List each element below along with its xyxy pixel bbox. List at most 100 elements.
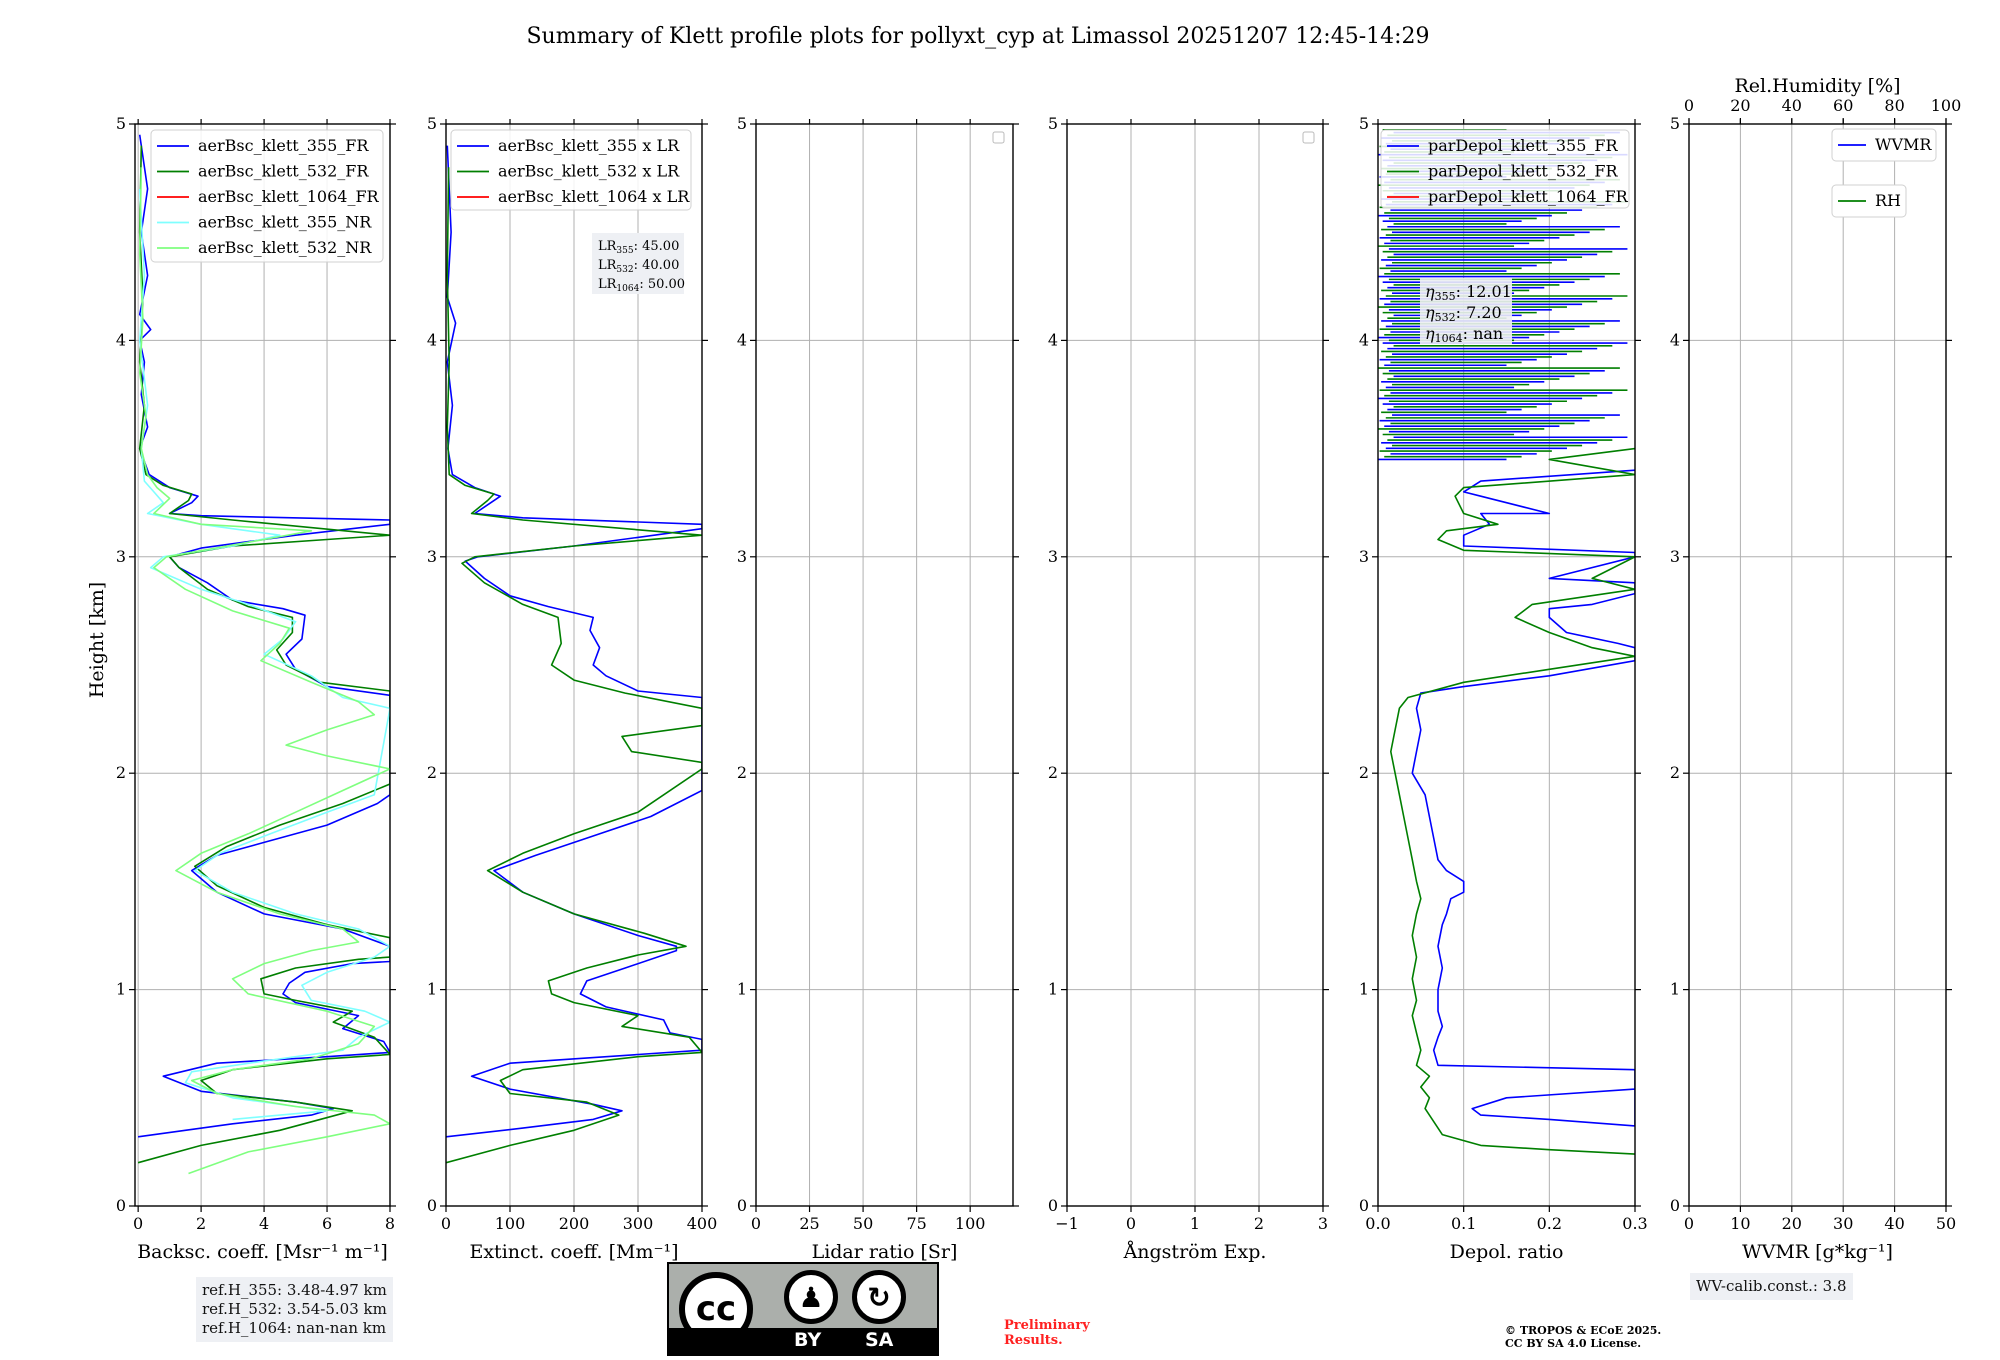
copyright-note: © TROPOS & ECoE 2025. CC BY SA 4.0 Licen… bbox=[1505, 1324, 1661, 1350]
annotation-box bbox=[1420, 278, 1512, 344]
top-tick-label: 80 bbox=[1884, 96, 1904, 115]
x-tick-label: 0.2 bbox=[1537, 1214, 1562, 1233]
series-line-aerBsc_klett_355_NR bbox=[138, 188, 390, 1121]
y-tick-label: 5 bbox=[116, 114, 126, 133]
series-group bbox=[446, 145, 702, 1164]
legend-label: aerBsc_klett_355_NR bbox=[198, 213, 372, 232]
x-tick-label: 0 bbox=[133, 1214, 143, 1233]
share-alike-icon: ↻ bbox=[852, 1270, 906, 1324]
axes-frame bbox=[755, 123, 1014, 1207]
y-tick-label: 5 bbox=[737, 114, 747, 133]
legend-frame bbox=[1831, 184, 1907, 218]
y-tick-label: 3 bbox=[737, 547, 747, 566]
x-tick-label: 75 bbox=[906, 1214, 926, 1233]
y-tick-label: 0 bbox=[1048, 1196, 1058, 1215]
y-tick-label: 0 bbox=[427, 1196, 437, 1215]
y-tick-label: 5 bbox=[1359, 114, 1369, 133]
y-tick-label: 4 bbox=[1359, 330, 1369, 349]
ref-height-1064: ref.H_1064: nan-nan km bbox=[202, 1319, 387, 1337]
panel-wvmr: 0 10 20 30 40 50 0 1 2 3 4 5 WVMR [g*kg⁻¹] 0 20 40 60 80 1… bbox=[1670, 75, 1961, 1263]
y-tick-label: 1 bbox=[737, 980, 747, 999]
ref-heights-box: ref.H_355: 3.48-4.97 km ref.H_532: 3.54-… bbox=[196, 1277, 393, 1342]
x-tick-label: 0 bbox=[441, 1214, 451, 1233]
y-tick-label: 5 bbox=[427, 114, 437, 133]
y-tick-label: 2 bbox=[1048, 763, 1058, 782]
series-line-ext_355 bbox=[446, 145, 702, 1138]
wv-calib-text: WV-calib.const.: 3.8 bbox=[1696, 1277, 1847, 1295]
lidar-ratio-text: LR355: 45.00 bbox=[598, 239, 679, 256]
y-tick-label: 2 bbox=[116, 763, 126, 782]
x-tick-label: −1 bbox=[1055, 1214, 1079, 1233]
series-line-parDepol_klett_532_FR bbox=[1390, 447, 1635, 1155]
top-tick-label: 0 bbox=[1684, 96, 1694, 115]
axes-frame bbox=[1688, 123, 1947, 1207]
y-tick-label: 5 bbox=[1048, 114, 1058, 133]
x-tick-label: 2 bbox=[1254, 1214, 1264, 1233]
legend-frame bbox=[450, 129, 692, 211]
eta-text: η1064: nan bbox=[1425, 324, 1503, 345]
preliminary-line-2: Results. bbox=[1004, 1333, 1063, 1348]
x-axis-label: Ångström Exp. bbox=[1123, 1241, 1267, 1263]
x-tick-label: 40 bbox=[1884, 1214, 1904, 1233]
y-tick-label: 4 bbox=[427, 330, 437, 349]
preliminary-line-1: Preliminary bbox=[1004, 1318, 1090, 1333]
panel-lidar_ratio: 0 25 50 75 100 0 1 2 3 4 5 Lidar ratio [Sr] bbox=[737, 114, 1019, 1263]
legend-label: aerBsc_klett_532_NR bbox=[198, 238, 372, 257]
top-axis-label: Rel.Humidity [%] bbox=[1734, 75, 1900, 97]
x-tick-label: 50 bbox=[853, 1214, 873, 1233]
legend-label: aerBsc_klett_355_FR bbox=[198, 136, 369, 155]
y-tick-label: 3 bbox=[1359, 547, 1369, 566]
legend-label: aerBsc_klett_1064_FR bbox=[198, 187, 380, 206]
axes-frame bbox=[1377, 123, 1636, 1207]
y-tick-label: 0 bbox=[1359, 1196, 1369, 1215]
x-tick-label: 10 bbox=[1730, 1214, 1750, 1233]
x-tick-label: 4 bbox=[259, 1214, 269, 1233]
legend-label: aerBsc_klett_355 x LR bbox=[498, 136, 680, 155]
y-tick-label: 4 bbox=[1670, 330, 1680, 349]
annotation-box bbox=[592, 233, 684, 294]
y-tick-label: 3 bbox=[1670, 547, 1680, 566]
y-tick-label: 3 bbox=[116, 547, 126, 566]
cc-sa-label: SA bbox=[865, 1329, 894, 1351]
ref-height-532: ref.H_532: 3.54-5.03 km bbox=[202, 1300, 387, 1318]
y-tick-label: 1 bbox=[116, 980, 126, 999]
x-tick-label: 0 bbox=[1684, 1214, 1694, 1233]
legend-frame bbox=[150, 129, 384, 263]
x-tick-label: 0 bbox=[751, 1214, 761, 1233]
y-axis-label: Height [km] bbox=[86, 582, 108, 698]
lidar-ratio-text: LR532: 40.00 bbox=[598, 258, 679, 275]
cc-by-label: BY bbox=[794, 1329, 822, 1351]
y-tick-label: 4 bbox=[737, 330, 747, 349]
y-tick-label: 1 bbox=[1359, 980, 1369, 999]
x-tick-label: 6 bbox=[322, 1214, 332, 1233]
x-tick-label: 8 bbox=[385, 1214, 395, 1233]
legend-label: aerBsc_klett_532 x LR bbox=[498, 162, 680, 181]
series-line-ext_532 bbox=[446, 167, 702, 1164]
legend-label: parDepol_klett_532_FR bbox=[1428, 162, 1619, 181]
series-group bbox=[137, 134, 390, 1175]
top-tick-label: 40 bbox=[1782, 96, 1802, 115]
x-tick-label: 100 bbox=[955, 1214, 986, 1233]
y-tick-label: 0 bbox=[116, 1196, 126, 1215]
x-axis-label: Depol. ratio bbox=[1450, 1241, 1564, 1263]
cc-badge-bar bbox=[669, 1328, 937, 1354]
x-tick-label: 0.1 bbox=[1451, 1214, 1476, 1233]
series-line-aerBsc_klett_532_NR bbox=[138, 167, 390, 1175]
legend-label: aerBsc_klett_1064 x LR bbox=[498, 187, 690, 206]
eta-text: η532: 7.20 bbox=[1425, 303, 1502, 324]
panel-backscatter: 0 2 4 6 8 0 1 2 3 4 5 Backsc. coeff. [Msr⁻¹ m⁻¹] aer… bbox=[116, 114, 396, 1263]
y-tick-label: 5 bbox=[1670, 114, 1680, 133]
x-tick-label: 0.0 bbox=[1365, 1214, 1390, 1233]
x-axis-label: WVMR [g*kg⁻¹] bbox=[1742, 1241, 1893, 1263]
legend-frame bbox=[1831, 128, 1937, 162]
y-tick-label: 4 bbox=[1048, 330, 1058, 349]
axes-frame bbox=[1066, 123, 1324, 1207]
x-axis-label: Backsc. coeff. [Msr⁻¹ m⁻¹] bbox=[137, 1241, 388, 1263]
x-tick-label: 300 bbox=[623, 1214, 654, 1233]
legend-frame bbox=[1380, 129, 1630, 209]
axes-frame bbox=[134, 123, 391, 1207]
x-tick-label: 200 bbox=[559, 1214, 590, 1233]
